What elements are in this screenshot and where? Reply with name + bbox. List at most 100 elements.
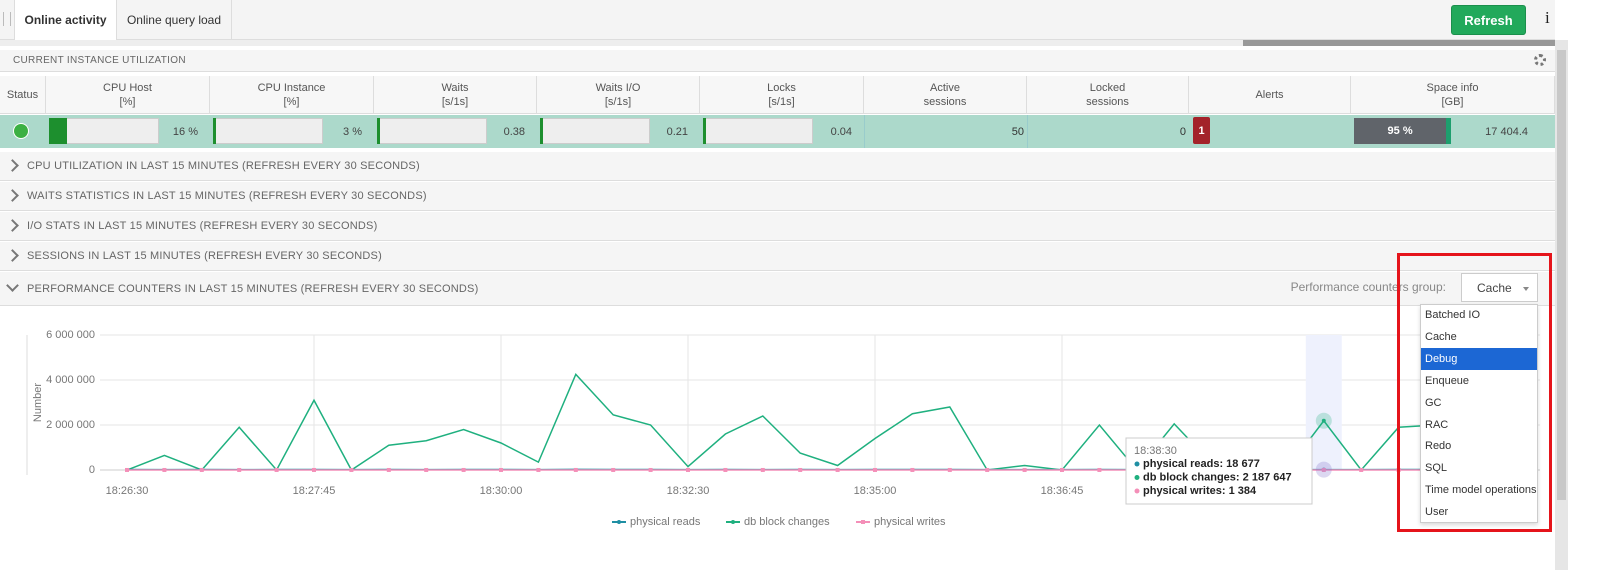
point [760,467,765,472]
point [386,467,391,472]
column-name: Locks [767,81,796,94]
tooltip-dot [1134,488,1140,494]
x-tick-label: 18:26:30 [106,485,149,497]
point [985,467,990,472]
dropdown-option[interactable]: Batched IO [1425,309,1481,321]
column-name: CPU Instance [257,81,326,94]
cell-value: 0 [1027,115,1186,148]
cell-value: 0.21 [666,125,688,138]
column-header: Waits I/O [s/1s] [537,76,700,114]
point [723,467,728,472]
collapsible-section[interactable]: WAITS STATISTICS IN LAST 15 MINUTES (REF… [0,182,1555,211]
y-tick-label: 6 000 000 [46,329,95,341]
column-header: Alerts [1189,76,1351,114]
cell-value: 50 [864,115,1024,148]
group-select[interactable]: Cache [1461,273,1538,302]
point [499,467,503,472]
chart: Number 0 2 000 000 4 000 000 6 000 000 18:26:… [26,329,1540,528]
v-scroll-thumb [1557,50,1566,500]
dropdown-option[interactable]: Debug [1421,347,1537,370]
tooltip-sep: : [1236,471,1243,483]
point [312,467,316,472]
cell-value: 17 404.4 [1485,125,1528,138]
dropdown-option[interactable]: SQL [1425,462,1448,475]
alert-badge[interactable]: 1 [1193,117,1210,144]
point [573,467,578,472]
tooltip-line: physical writes: 1 384 [1143,485,1257,497]
column-unit: sessions [1086,95,1129,108]
h-scrollbar [0,40,1555,46]
column-unit: [%] [283,95,300,108]
tooltip-box [1125,437,1313,505]
tooltip-dot [1134,475,1140,480]
point [686,467,690,472]
column-header: Space info [GB] [1351,76,1555,114]
column-header: CPU Instance [%] [210,76,374,114]
group-label: Performance counters group: [1290,280,1446,294]
cell-value: 16 % [172,125,198,138]
info-button[interactable]: i [1545,8,1550,27]
tooltip-series-name: physical reads [1143,458,1219,470]
gauge-fill [540,118,543,144]
point [910,467,915,472]
dropdown-option[interactable]: Redo [1425,440,1452,453]
legend-marker [617,520,621,524]
point [1359,467,1364,472]
column-header: Waits [s/1s] [374,76,537,114]
collapsible-section[interactable]: PERFORMANCE COUNTERS IN LAST 15 MINUTES … [0,272,1555,306]
point [835,467,840,472]
hover-halo [1315,461,1332,478]
cell-value: 0.04 [830,125,852,138]
point [274,467,279,472]
tooltip-line: physical reads: 18 677 [1143,458,1260,470]
cell-value: 3 % [343,125,362,138]
column-name: Locked [1089,81,1126,94]
dropdown-option[interactable]: Time model operations [1425,484,1537,497]
column-header: Status [0,76,46,114]
tooltip-sep: : [1219,458,1226,470]
dropdown-option[interactable]: RAC [1425,418,1449,431]
tab-bar [0,0,1555,40]
point [1321,467,1326,472]
gauge-fill [703,118,706,144]
x-tick-label: 18:27:45 [293,485,336,497]
tooltip-sep: : [1222,485,1229,497]
tab[interactable]: Online activity [14,0,117,40]
dropdown-option[interactable]: Enqueue [1425,374,1470,387]
gauge-fill [49,118,67,144]
collapsible-section[interactable]: I/O STATS IN LAST 15 MINUTES (REFRESH EV… [0,212,1555,241]
collapsible-section[interactable]: CPU UTILIZATION IN LAST 15 MINUTES (REFR… [0,152,1555,181]
y-tick-label: 0 [89,464,95,476]
tab[interactable]: Online query load [117,0,232,40]
point [349,467,354,472]
settings-icon[interactable] [1534,54,1546,66]
refresh-button[interactable]: Refresh [1451,5,1526,35]
x-tick-label: 18:32:30 [667,485,710,497]
point [424,467,429,472]
column-unit: [%] [119,95,136,108]
column-unit: [s/1s] [441,95,469,108]
collapsible-section[interactable]: SESSIONS IN LAST 15 MINUTES (REFRESH EVE… [0,242,1555,271]
grip [3,12,11,26]
legend-label: physical reads [630,516,701,528]
column-header: Active sessions [864,76,1027,114]
point [1097,467,1102,472]
dropdown-list [1420,304,1538,523]
x-tick-label: 18:36:45 [1041,485,1084,497]
x-tick-label: 18:35:00 [854,485,897,497]
space-used: 95 % [1354,118,1447,144]
column-name: Waits I/O [595,81,641,94]
gauge-fill [213,118,217,144]
dropdown-option[interactable]: User [1425,506,1449,519]
point [162,467,167,472]
tooltip-dot [1134,461,1140,467]
status-ok [13,123,29,139]
dropdown-option[interactable]: Cache [1425,330,1457,343]
column-unit: [s/1s] [768,95,795,108]
gauge-fill [377,118,380,144]
column-name: Active [930,81,960,94]
column-header: CPU Host [%] [46,76,210,114]
dropdown-option[interactable]: GC [1425,396,1442,409]
